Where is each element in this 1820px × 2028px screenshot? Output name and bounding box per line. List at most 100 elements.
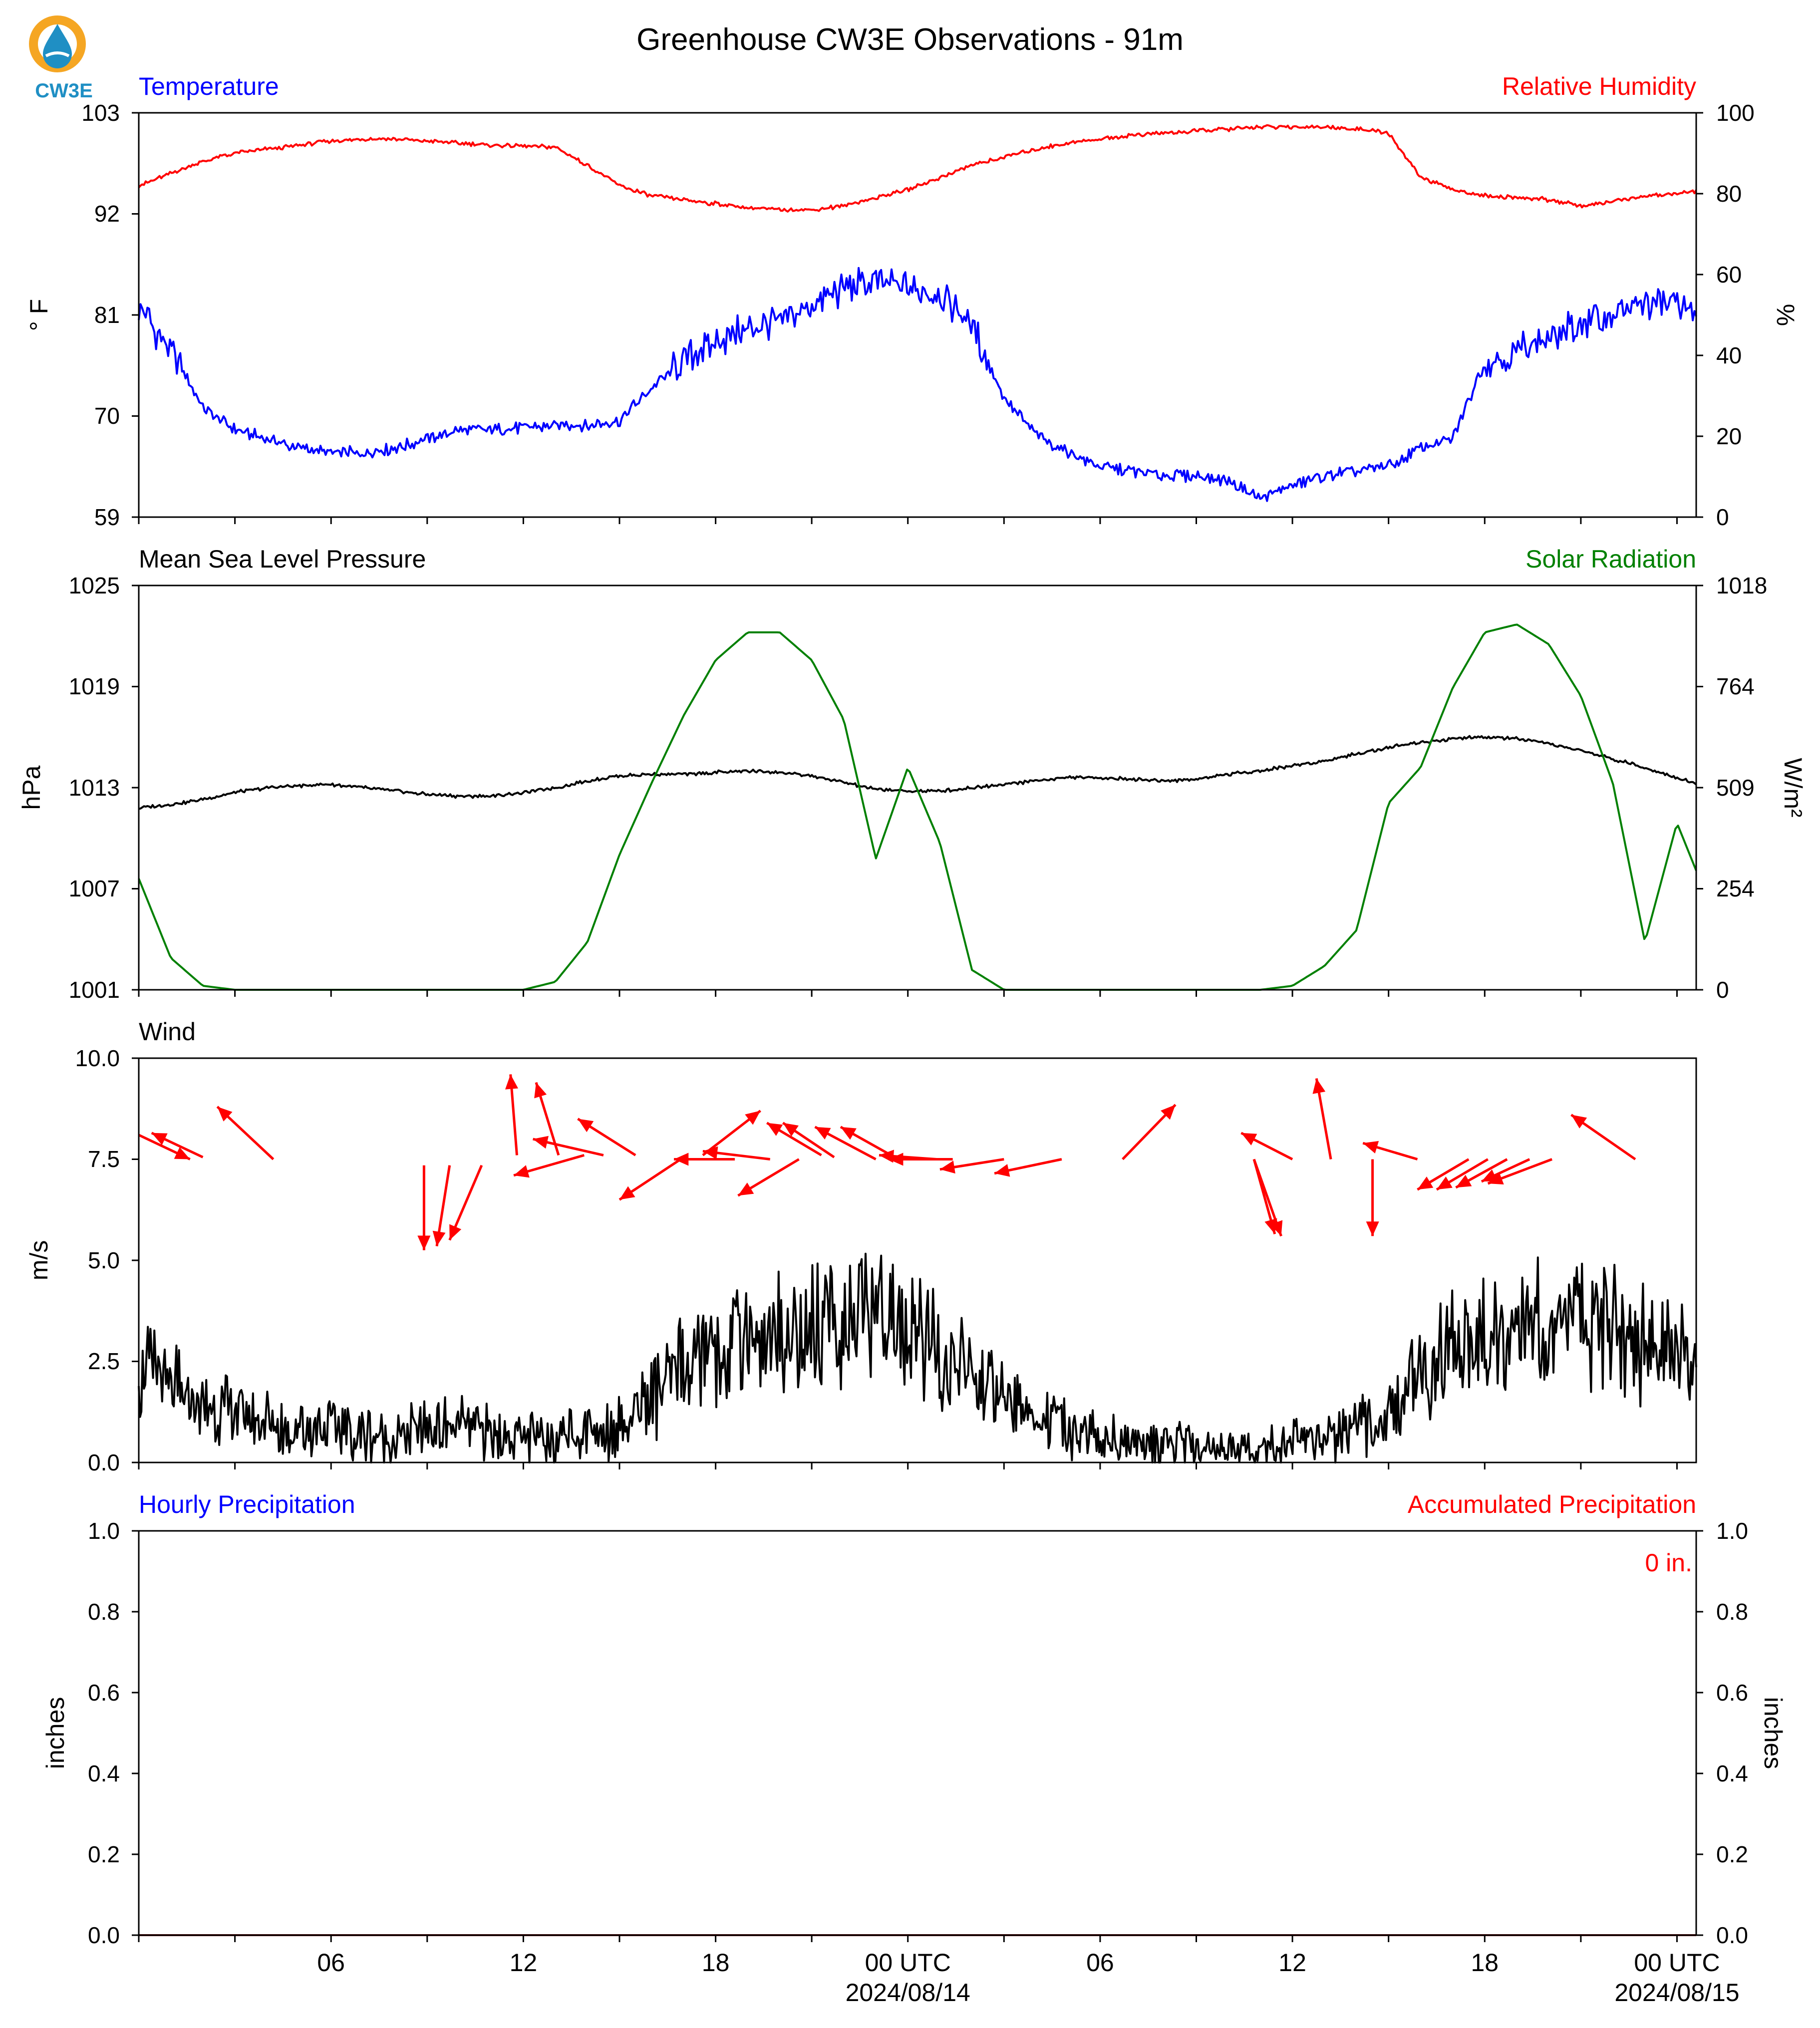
panel-pressure-solar: Mean Sea Level Pressure Solar Radiation … <box>17 545 1807 1003</box>
wind-arrow-head <box>578 1119 594 1133</box>
wind-arrow-head <box>1241 1133 1257 1146</box>
y-tick-label-right: 1.0 <box>1716 1518 1748 1544</box>
wind-arrow-head <box>745 1111 761 1125</box>
y-tick-label-right: 20 <box>1716 423 1742 449</box>
wind-axis-label: m/s <box>25 1240 53 1281</box>
precip-axis-label-right: inches <box>1759 1697 1787 1769</box>
y-tick-label-right: 1018 <box>1716 573 1767 598</box>
y-tick-label-right: 100 <box>1716 100 1755 126</box>
humidity-title: Relative Humidity <box>1502 72 1696 100</box>
wind-arrow-head <box>1312 1078 1326 1094</box>
wind-arrow-head <box>1363 1141 1379 1154</box>
x-ticks <box>138 1935 1678 1942</box>
precip-y-ticks-right: 0.0 0.2 0.4 0.6 0.8 1.0 <box>1696 1518 1748 1948</box>
y-tick-label: 1025 <box>69 573 120 598</box>
y-tick-label: 5.0 <box>88 1247 120 1273</box>
temperature-title: Temperature <box>139 72 279 100</box>
x-tick-label: 12 <box>1278 1949 1306 1977</box>
x-tick-label: 06 <box>317 1949 345 1977</box>
wind-arrow-head <box>174 1147 190 1159</box>
wind-arrow-head <box>783 1123 799 1137</box>
panel-temperature-humidity: Temperature Relative Humidity ° F % 59 7… <box>25 72 1800 530</box>
accum-precip-title: Accumulated Precipitation <box>1408 1490 1696 1518</box>
y-tick-label-right: 254 <box>1716 875 1755 901</box>
wind-arrow-head <box>840 1127 857 1140</box>
y-tick-label-right: 0 <box>1716 977 1729 1003</box>
wind-y-ticks: 0.0 2.5 5.0 7.5 10.0 <box>75 1045 139 1475</box>
x-date-label: 2024/08/14 <box>846 1979 970 2007</box>
cw3e-drop-logo-icon <box>43 24 72 68</box>
wind-arrow-head <box>417 1235 431 1250</box>
y-tick-label-right: 0.2 <box>1716 1841 1748 1867</box>
wind-arrow-head <box>432 1230 446 1246</box>
y-tick-label-right: 509 <box>1716 775 1755 801</box>
y-tick-label-right: 40 <box>1716 342 1742 368</box>
x-ticks <box>138 517 1678 524</box>
y-tick-label: 10.0 <box>75 1045 120 1071</box>
wind-arrow-head <box>1366 1221 1379 1236</box>
panel-frame <box>138 1530 1697 1936</box>
temp-y-ticks: 59 70 81 92 103 <box>81 100 139 530</box>
solar-axis-label: W/m² <box>1779 758 1807 817</box>
rh-y-ticks: 0 20 40 60 80 100 <box>1696 100 1755 530</box>
panel-wind: Wind m/s 0.0 2.5 5.0 7.5 10.0 <box>25 1018 1697 1475</box>
humidity-line <box>138 124 1697 213</box>
wind-title: Wind <box>139 1018 196 1046</box>
solar-y-ticks: 0 254 509 764 1018 <box>1696 573 1767 1003</box>
x-ticks <box>138 990 1678 997</box>
x-tick-label: 18 <box>1471 1949 1499 1977</box>
y-tick-label: 1007 <box>69 875 120 901</box>
y-tick-label-right: 0 <box>1716 504 1729 530</box>
x-tick-label: 06 <box>1086 1949 1114 1977</box>
y-tick-label: 0.4 <box>88 1760 120 1786</box>
wind-arrow-head <box>767 1123 783 1136</box>
y-tick-label: 1.0 <box>88 1518 120 1544</box>
y-tick-label-right: 0.0 <box>1716 1922 1748 1948</box>
y-tick-label-right: 80 <box>1716 181 1742 207</box>
wind-arrow-head <box>1456 1174 1472 1188</box>
hourly-precip-title: Hourly Precipitation <box>139 1490 355 1518</box>
wind-arrow-head <box>1264 1218 1277 1234</box>
wind-arrow-head <box>449 1224 462 1240</box>
temperature-line <box>138 267 1697 502</box>
y-tick-label: 59 <box>94 504 120 530</box>
y-tick-label: 1019 <box>69 673 120 699</box>
temperature-axis-label: ° F <box>25 299 53 331</box>
logo-text: CW3E <box>35 80 93 102</box>
y-tick-label: 0.0 <box>88 1449 120 1475</box>
cw3e-wave-icon <box>45 51 70 57</box>
wind-arrow-head <box>1488 1172 1504 1184</box>
y-tick-label: 1001 <box>69 977 120 1003</box>
x-tick-label: 18 <box>702 1949 730 1977</box>
precip-axis-label: inches <box>41 1697 69 1769</box>
pressure-y-ticks: 1001 1007 1013 1019 1025 <box>69 573 139 1003</box>
y-tick-label: 1013 <box>69 775 120 801</box>
wind-arrow-head <box>738 1182 754 1196</box>
panel-precipitation: Hourly Precipitation Accumulated Precipi… <box>41 1490 1787 2007</box>
wind-speed-series <box>138 1252 1697 1463</box>
wind-arrow-head <box>1571 1115 1587 1129</box>
pressure-title: Mean Sea Level Pressure <box>139 545 426 573</box>
wind-arrow-head <box>889 1153 904 1166</box>
wind-arrow-head <box>151 1133 168 1146</box>
y-tick-label-right: 0.4 <box>1716 1760 1748 1786</box>
wind-arrow-head <box>514 1165 530 1178</box>
wind-arrow-head <box>702 1146 718 1159</box>
precip-y-ticks: 0.0 0.2 0.4 0.6 0.8 1.0 <box>88 1518 139 1948</box>
x-tick-label: 12 <box>510 1949 538 1977</box>
wind-arrow-head <box>815 1127 831 1140</box>
wind-arrow-head <box>505 1074 518 1090</box>
y-tick-label-right: 764 <box>1716 673 1755 699</box>
humidity-axis-label: % <box>1772 304 1800 326</box>
rh-series <box>138 124 1697 213</box>
wind-arrow-head <box>1161 1105 1176 1120</box>
y-tick-label: 2.5 <box>88 1348 120 1374</box>
solar-title: Solar Radiation <box>1525 545 1696 573</box>
wind-arrow-head <box>994 1164 1010 1177</box>
wind-arrow-head <box>939 1160 955 1174</box>
temp-series <box>138 267 1697 502</box>
y-tick-label-right: 0.6 <box>1716 1680 1748 1706</box>
accum-precip-total: 0 in. <box>1645 1549 1692 1577</box>
